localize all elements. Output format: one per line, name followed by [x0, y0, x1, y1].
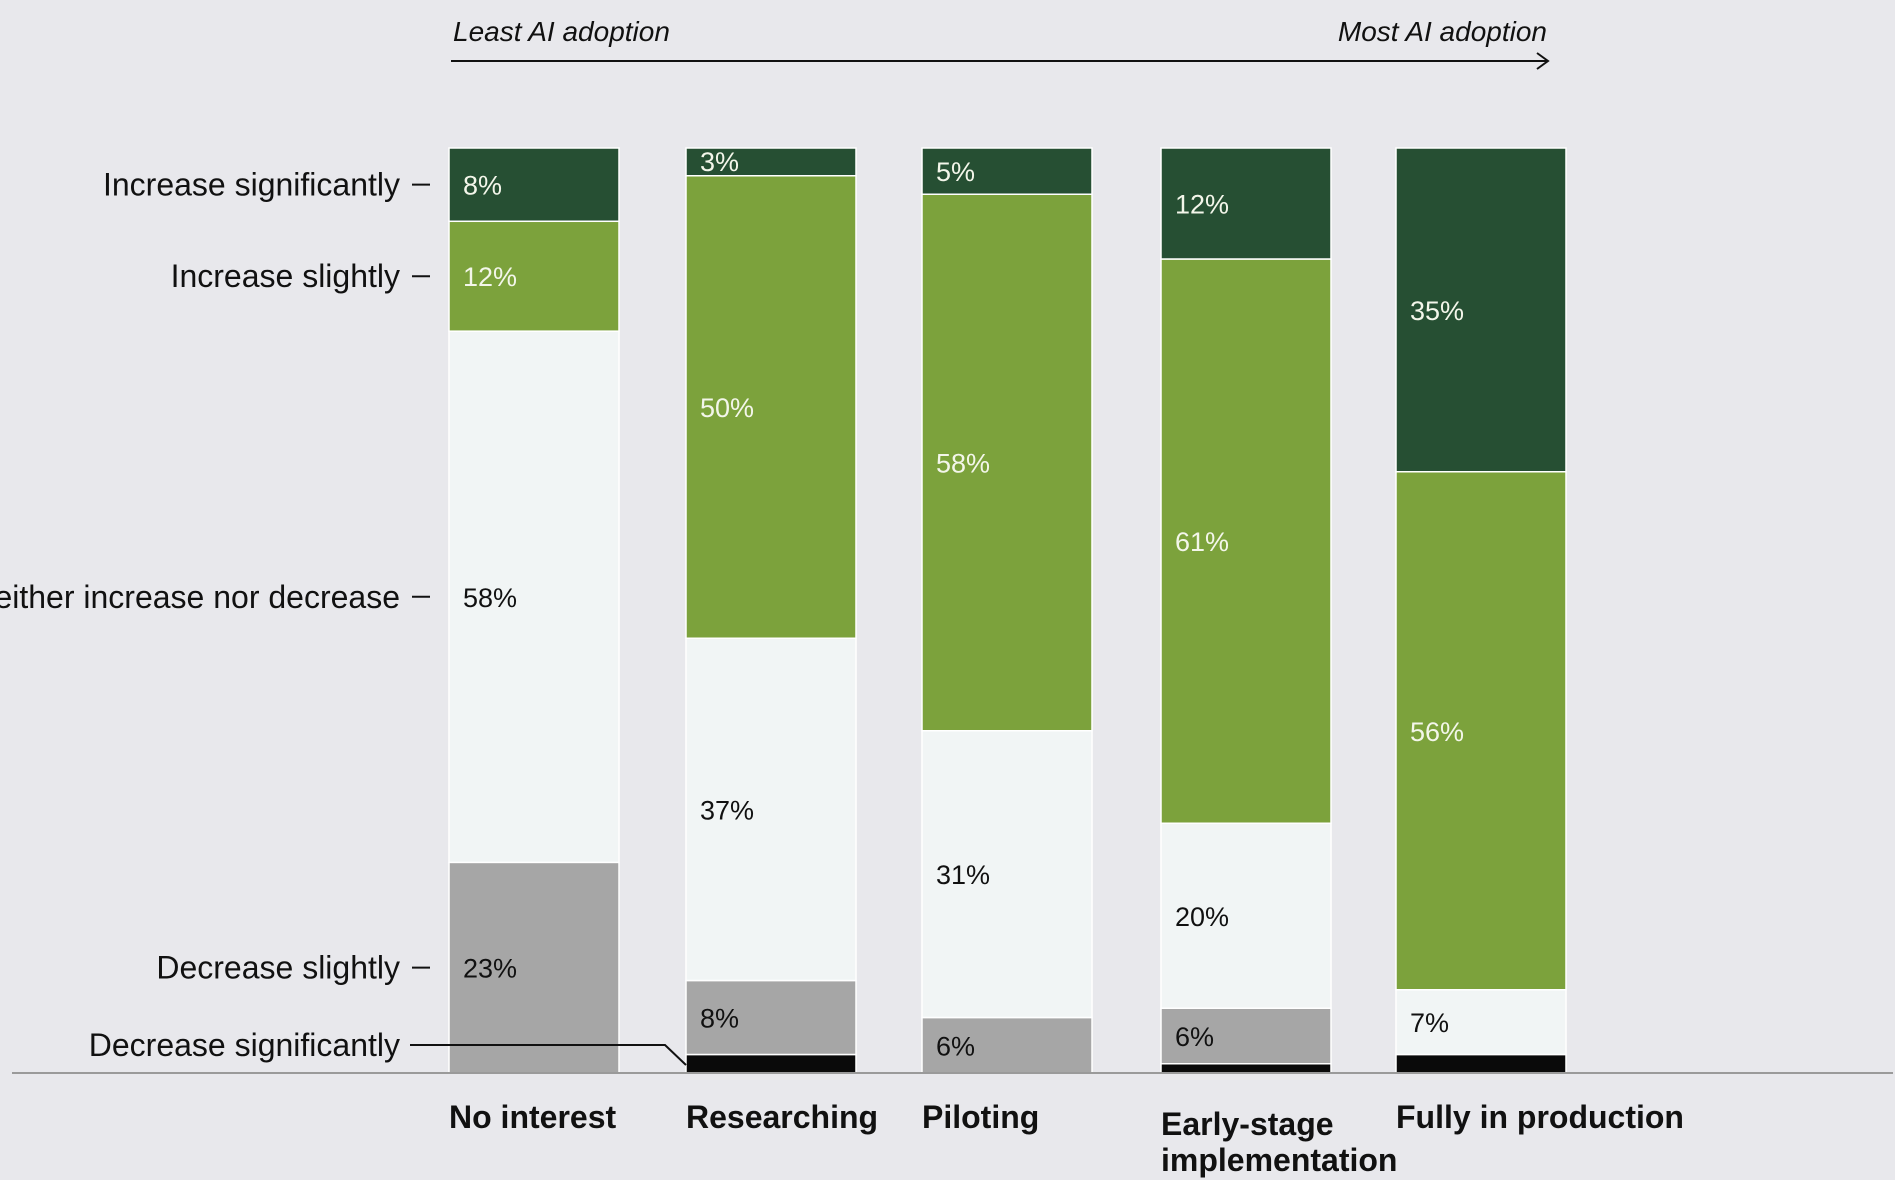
- category-label-no-interest: No interest: [449, 1099, 616, 1135]
- data-label-researching-neither-increase-nor-decrease: 37%: [700, 795, 754, 825]
- data-label-no-interest-decrease-slightly: 23%: [463, 954, 517, 984]
- data-label-no-interest-increase-significantly: 8%: [463, 171, 502, 201]
- data-label-researching-increase-slightly: 50%: [700, 393, 754, 423]
- least-adoption-label: Least AI adoption: [453, 16, 670, 47]
- data-label-early-stage-implementation-decrease-slightly: 6%: [1175, 1022, 1214, 1052]
- row-label-increase-slightly: Increase slightly: [171, 258, 400, 294]
- most-adoption-label: Most AI adoption: [1338, 16, 1547, 47]
- row-label-increase-significantly: Increase significantly: [103, 167, 400, 203]
- bar-segment-fully-in-production-neither-increase-nor-decrease: [1395, 989, 1567, 1056]
- bar-segment-researching-increase-significantly: [685, 147, 857, 177]
- bar-segment-no-interest-increase-significantly: [448, 147, 620, 223]
- bar-segment-early-stage-implementation-neither-increase-nor-decrease: [1160, 822, 1332, 1009]
- row-label-decrease-significantly: Decrease significantly: [89, 1027, 400, 1063]
- data-label-no-interest-neither-increase-nor-decrease: 58%: [463, 583, 517, 613]
- bar-segment-researching-decrease-slightly: [685, 979, 857, 1056]
- bar-segment-early-stage-implementation-increase-slightly: [1160, 258, 1332, 824]
- bar-segment-no-interest-increase-slightly: [448, 220, 620, 332]
- row-label-decrease-slightly: Decrease slightly: [156, 950, 400, 986]
- data-label-early-stage-implementation-increase-slightly: 61%: [1175, 527, 1229, 557]
- adoption-arrow: Least AI adoption Most AI adoption: [451, 16, 1550, 70]
- category-labels-group: No interest Researching Piloting Early-stag…: [449, 1099, 1684, 1178]
- bar-segment-researching-increase-slightly: [685, 175, 857, 639]
- bar-segment-no-interest-neither-increase-nor-decrease: [448, 330, 620, 864]
- data-label-early-stage-implementation-neither-increase-nor-decrease: 20%: [1175, 902, 1229, 932]
- category-label-piloting: Piloting: [922, 1099, 1039, 1135]
- data-label-no-interest-increase-slightly: 12%: [463, 262, 517, 292]
- bar-segment-early-stage-implementation-increase-significantly: [1160, 147, 1332, 260]
- bar-segment-researching-neither-increase-nor-decrease: [685, 637, 857, 982]
- bar-segment-researching-decrease-significantly: [685, 1053, 857, 1074]
- bar-segment-early-stage-implementation-decrease-significantly: [1160, 1063, 1332, 1074]
- bar-segment-fully-in-production-decrease-significantly: [1395, 1053, 1567, 1074]
- bars-group: 23% 58% 12% 8% 8% 37% 50% 3% 6% 31% 58% 5% 6% 20% 61% 1…: [448, 147, 1567, 1074]
- data-label-researching-decrease-slightly: 8%: [700, 1004, 739, 1034]
- data-label-fully-in-production-increase-significantly: 35%: [1410, 296, 1464, 326]
- data-label-piloting-decrease-slightly: 6%: [936, 1031, 975, 1061]
- row-label-neither-increase-nor-decrease: Neither increase nor decrease: [0, 579, 400, 615]
- data-label-piloting-increase-slightly: 58%: [936, 449, 990, 479]
- bar-segment-fully-in-production-increase-significantly: [1395, 147, 1567, 473]
- bar-segment-no-interest-decrease-slightly: [448, 861, 620, 1074]
- row-labels-group: Decrease significantly Decrease slightly N…: [0, 167, 687, 1066]
- bar-segment-fully-in-production-increase-slightly: [1395, 471, 1567, 991]
- category-label-researching: Researching: [686, 1099, 878, 1135]
- bar-segment-piloting-increase-significantly: [921, 147, 1093, 195]
- category-label-fully-in-production: Fully in production: [1396, 1099, 1684, 1135]
- leader-line-decrease-significantly: [410, 1044, 687, 1066]
- adoption-arrow-head-icon: [1536, 52, 1550, 70]
- bar-segment-piloting-increase-slightly: [921, 193, 1093, 732]
- data-label-early-stage-implementation-increase-significantly: 12%: [1175, 190, 1229, 220]
- bar-segment-early-stage-implementation-decrease-slightly: [1160, 1007, 1332, 1065]
- category-label-early-stage-implementation: Early-stage implementation: [1161, 1106, 1397, 1178]
- data-label-piloting-increase-significantly: 5%: [936, 157, 975, 187]
- data-label-researching-increase-significantly: 3%: [700, 147, 739, 177]
- data-label-fully-in-production-neither-increase-nor-decrease: 7%: [1410, 1008, 1449, 1038]
- data-label-piloting-neither-increase-nor-decrease: 31%: [936, 860, 990, 890]
- data-label-fully-in-production-increase-slightly: 56%: [1410, 717, 1464, 747]
